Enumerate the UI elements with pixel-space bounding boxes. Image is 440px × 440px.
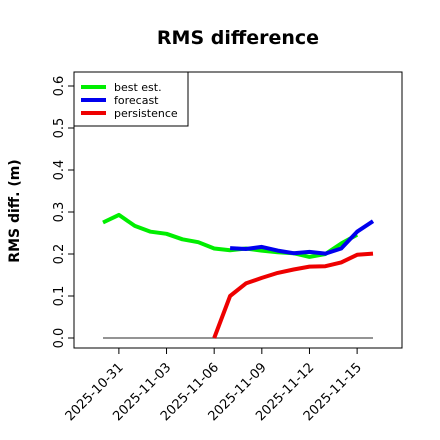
y-axis: 0.0 0.1 0.2 0.3 0.4 0.5 0.6 [52, 76, 75, 349]
y-tick-label: 0.2 [52, 244, 67, 265]
y-tick-label: 0.1 [52, 286, 67, 307]
series-line-best-est [102, 212, 359, 259]
series-line-persistence [212, 251, 374, 339]
y-tick-label: 0.0 [52, 328, 67, 349]
y-tick-label: 0.4 [52, 160, 67, 181]
series-layer [102, 212, 375, 339]
y-tick-label: 0.3 [52, 202, 67, 223]
chart-title: RMS difference [157, 27, 319, 49]
legend-label: best est. [114, 81, 162, 94]
legend-label: forecast [114, 94, 159, 107]
y-tick-label: 0.6 [52, 76, 67, 97]
legend-box [73, 71, 189, 127]
legend-label: persistence [114, 107, 178, 120]
y-tick-label: 0.5 [52, 118, 67, 139]
series-line-forecast [229, 219, 375, 256]
x-axis: 2025-10-312025-11-032025-11-062025-11-09… [63, 347, 365, 424]
y-axis-label: RMS diff. (m) [7, 159, 23, 262]
